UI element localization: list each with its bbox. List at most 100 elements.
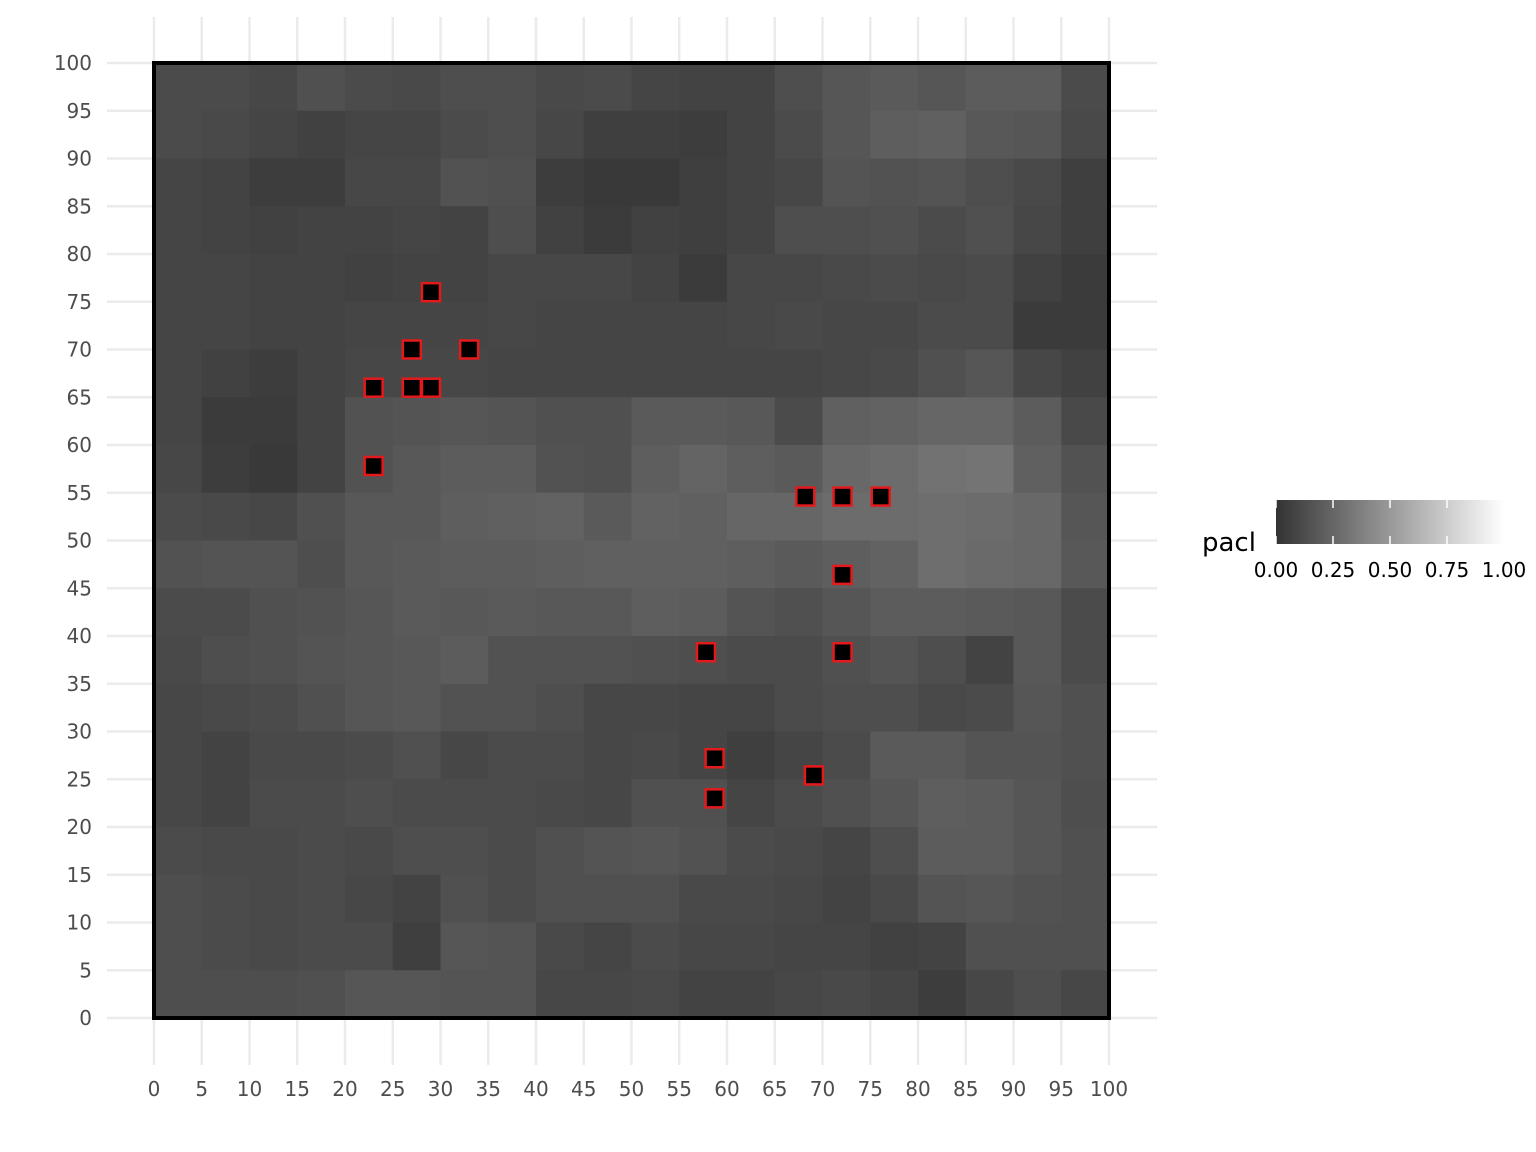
- heatmap-cell: [918, 63, 967, 112]
- heatmap-cell: [679, 970, 728, 1019]
- heatmap-cell: [822, 158, 871, 207]
- heatmap-cell: [249, 779, 298, 828]
- heatmap-cell: [297, 445, 346, 494]
- y-tick-label: 25: [67, 767, 92, 791]
- heatmap-cell: [774, 636, 824, 685]
- heatmap-cell: [965, 827, 1015, 876]
- heatmap-cell: [679, 397, 728, 446]
- heatmap-cell: [679, 827, 728, 876]
- heatmap-cell: [965, 731, 1015, 780]
- heatmap-cell: [774, 349, 824, 398]
- heatmap-cell: [1061, 731, 1110, 780]
- heatmap-cell: [822, 874, 871, 924]
- heatmap-cell: [965, 206, 1015, 255]
- heatmap-cell: [583, 731, 633, 780]
- heatmap-cell: [774, 301, 824, 351]
- heatmap-cell: [727, 874, 776, 924]
- x-tick-label: 5: [195, 1077, 208, 1101]
- heatmap-cell: [727, 397, 776, 446]
- heatmap-cell: [488, 779, 537, 828]
- heatmap-cell: [822, 301, 871, 351]
- heatmap-cell: [631, 683, 680, 733]
- heatmap-cell: [822, 349, 871, 398]
- heatmap-cell: [822, 731, 871, 780]
- heatmap-cell: [392, 731, 442, 780]
- heatmap-cell: [536, 110, 585, 160]
- heatmap-cell: [870, 206, 919, 255]
- heatmap-cell: [1061, 922, 1110, 971]
- heatmap-cell: [297, 922, 346, 971]
- heatmap-cell: [727, 731, 776, 780]
- heatmap-cell: [822, 254, 871, 303]
- heatmap-cell: [440, 922, 489, 971]
- heatmap-cell: [536, 970, 585, 1019]
- heatmap-cell: [965, 301, 1015, 351]
- heatmap-cell: [154, 349, 203, 398]
- y-axis-ticks: 0 5 10 15 20 25 30 35 40 45 50 55 60 65 70 75 80 85 90 95 10…: [54, 51, 92, 1030]
- heatmap-cell: [870, 301, 919, 351]
- sample-points: [363, 281, 892, 809]
- heatmap-cell: [249, 397, 298, 446]
- heatmap-cell: [488, 206, 537, 255]
- x-tick-label: 30: [428, 1077, 453, 1101]
- heatmap-cell: [631, 540, 680, 589]
- heatmap-cell: [774, 540, 824, 589]
- heatmap-cell: [918, 588, 967, 637]
- heatmap-cell: [297, 683, 346, 733]
- heatmap-cell: [1013, 636, 1062, 685]
- heatmap-cell: [679, 349, 728, 398]
- heatmap-cell: [822, 445, 871, 494]
- heatmap-cell: [727, 588, 776, 637]
- heatmap-cell: [631, 588, 680, 637]
- heatmap-cell: [631, 779, 680, 828]
- heatmap-cell: [727, 970, 776, 1019]
- heatmap-cell: [679, 301, 728, 351]
- heatmap-cell: [727, 301, 776, 351]
- heatmap-cell: [822, 397, 871, 446]
- heatmap-cell: [249, 970, 298, 1019]
- heatmap-cell: [679, 63, 728, 112]
- heatmap-cell: [488, 588, 537, 637]
- heatmap-cell: [154, 492, 203, 542]
- heatmap-cell: [870, 158, 919, 207]
- heatmap-cell: [631, 827, 680, 876]
- heatmap-cell: [488, 445, 537, 494]
- sample-point: [363, 377, 384, 398]
- heatmap-cell: [488, 158, 537, 207]
- heatmap-cell: [774, 110, 824, 160]
- heatmap-cell: [679, 110, 728, 160]
- heatmap-cell: [201, 779, 251, 828]
- heatmap-cell: [583, 922, 633, 971]
- heatmap-cell: [583, 970, 633, 1019]
- heatmap-cell: [154, 254, 203, 303]
- sample-point: [704, 788, 725, 809]
- x-tick-label: 55: [667, 1077, 692, 1101]
- heatmap-cell: [1061, 588, 1110, 637]
- heatmap-cell: [727, 779, 776, 828]
- heatmap-cell: [631, 397, 680, 446]
- heatmap-cell: [345, 922, 394, 971]
- x-tick-label: 60: [714, 1077, 739, 1101]
- heatmap-cell: [392, 588, 442, 637]
- heatmap-cell: [154, 827, 203, 876]
- heatmap-cell: [488, 301, 537, 351]
- heatmap-cell: [345, 158, 394, 207]
- heatmap-cell: [201, 731, 251, 780]
- heatmap-cell: [154, 301, 203, 351]
- heatmap-cell: [1061, 110, 1110, 160]
- heatmap-cell: [918, 970, 967, 1019]
- heatmap-cell: [1061, 874, 1110, 924]
- heatmap-cell: [918, 540, 967, 589]
- heatmap-cell: [1013, 874, 1062, 924]
- y-tick-label: 95: [67, 99, 92, 123]
- heatmap-cell: [1013, 110, 1062, 160]
- heatmap-cell: [583, 445, 633, 494]
- heatmap-cell: [918, 492, 967, 542]
- heatmap-cell: [918, 731, 967, 780]
- heatmap-cell: [965, 110, 1015, 160]
- heatmap-cell: [297, 540, 346, 589]
- heatmap-cell: [870, 254, 919, 303]
- y-tick-label: 70: [67, 338, 92, 362]
- heatmap-cell: [249, 922, 298, 971]
- heatmap-cell: [822, 922, 871, 971]
